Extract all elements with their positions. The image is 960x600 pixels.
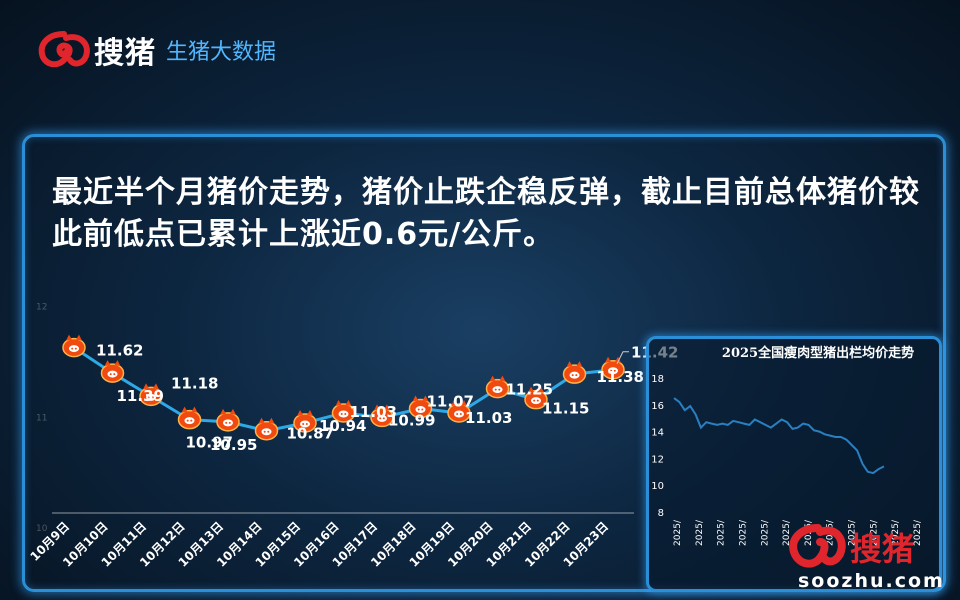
pig-marker-icon <box>100 360 125 383</box>
data-label: 11.03 <box>465 409 512 427</box>
pig-marker-icon <box>370 404 394 428</box>
data-label: 10.95 <box>210 436 257 454</box>
inset-x-tick-label: 2025/ <box>717 519 727 546</box>
pig-marker-icon <box>562 361 587 384</box>
pig-marker-icon <box>293 409 317 433</box>
y-tick-label: 12 <box>36 302 47 312</box>
inset-chart-title: 2025全国瘦肉型猪出栏均价走势 <box>721 346 915 361</box>
inset-x-tick-label: 2025/ <box>891 519 901 546</box>
callout-line <box>616 351 629 364</box>
data-label: 10.87 <box>287 425 334 443</box>
y-tick-label: 10 <box>36 524 48 534</box>
inset-series-line <box>673 397 885 475</box>
inset-x-tick-label: 2025/ <box>738 519 748 546</box>
headline-text: 最近半个月猪价走势，猪价止跌企稳反弹，截止目前总体猪价较此前低点已累计上涨近0.… <box>52 175 920 252</box>
data-label: 10.99 <box>388 411 435 429</box>
pig-marker-icon <box>62 334 86 358</box>
inset-x-tick-label: 2025/ <box>673 519 683 546</box>
inset-x-tick-label: 2025/ <box>848 519 858 546</box>
inset-y-tick-label: 12 <box>651 454 664 465</box>
inset-panel <box>646 336 942 592</box>
inset-x-tick-label: 2025/ <box>782 519 792 546</box>
pig-marker-icon <box>408 395 433 419</box>
inset-x-tick-label: 2025/ <box>695 519 705 546</box>
data-label: 11.38 <box>597 368 644 386</box>
inset-y-tick-label: 16 <box>651 401 664 412</box>
data-label: 11.07 <box>427 393 474 411</box>
y-tick-label: 11 <box>36 413 47 423</box>
pig-marker-icon <box>139 383 163 407</box>
pig-marker-icon <box>216 408 240 432</box>
inset-x-tick-label: 2025/ <box>760 519 770 546</box>
data-label: 11.03 <box>350 403 397 421</box>
pig-marker-icon <box>601 356 625 380</box>
brand-logo: 搜猪 生猪大数据 <box>36 28 276 72</box>
soozhu-logo-icon <box>38 31 90 68</box>
inset-y-tick-label: 8 <box>658 508 664 519</box>
data-label: 11.25 <box>506 381 553 399</box>
pig-marker-icon <box>254 417 279 441</box>
data-label: 11.15 <box>542 400 589 418</box>
pig-marker-icon <box>331 399 356 423</box>
inset-y-tick-label: 18 <box>651 374 664 385</box>
watermark-logo-icon: 搜猪 <box>789 524 914 568</box>
inset-x-tick-label: 2025/ <box>869 519 879 546</box>
pig-marker-icon <box>177 406 202 430</box>
inset-x-tick-label: 2025/ <box>913 519 923 546</box>
data-label: 11.18 <box>171 374 218 392</box>
watermark-brand: 搜猪 <box>850 530 914 568</box>
pig-marker-icon <box>447 399 471 423</box>
data-label: 10.94 <box>319 417 366 435</box>
watermark-site: soozhu.com <box>798 570 945 592</box>
logo-subtitle: 生猪大数据 <box>166 40 277 65</box>
pig-marker-icon <box>485 375 510 399</box>
data-label: 11.62 <box>96 342 143 360</box>
inset-y-tick-label: 10 <box>651 481 664 492</box>
pig-marker-icon <box>524 386 548 410</box>
main-panel <box>22 134 946 592</box>
logo-name: 搜猪 <box>94 36 156 71</box>
data-label: 11.39 <box>117 387 164 405</box>
inset-y-tick-label: 14 <box>651 428 664 439</box>
data-label: 10.97 <box>186 434 233 452</box>
